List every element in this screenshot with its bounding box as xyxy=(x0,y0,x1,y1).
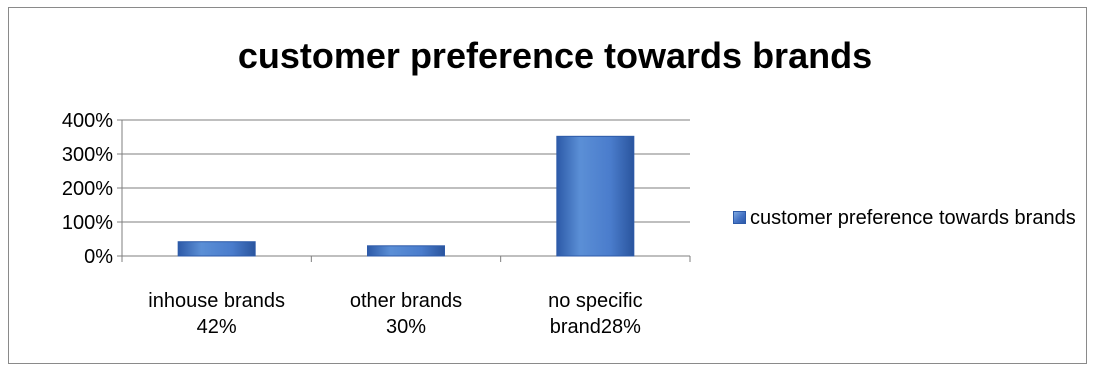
x-tick-label: no specific brand28% xyxy=(548,290,643,338)
chart-title: customer preference towards brands xyxy=(237,35,873,76)
bar xyxy=(177,241,256,257)
chart-legend: customer preference towards brands xyxy=(733,205,1078,232)
bar xyxy=(556,135,635,257)
x-tick-label: inhouse brands 42% xyxy=(148,290,285,338)
y-tick-label: 0% xyxy=(84,246,113,268)
legend-swatch xyxy=(733,211,746,224)
y-tick-label: 100% xyxy=(62,212,113,234)
chart-frame xyxy=(8,7,1087,364)
y-tick-label: 200% xyxy=(62,178,113,200)
y-tick-label: 300% xyxy=(62,144,113,166)
y-tick-label: 400% xyxy=(62,110,113,132)
bar xyxy=(367,245,445,257)
x-tick-label: other brands 30% xyxy=(350,290,462,338)
legend-label: customer preference towards brands xyxy=(750,207,1076,229)
